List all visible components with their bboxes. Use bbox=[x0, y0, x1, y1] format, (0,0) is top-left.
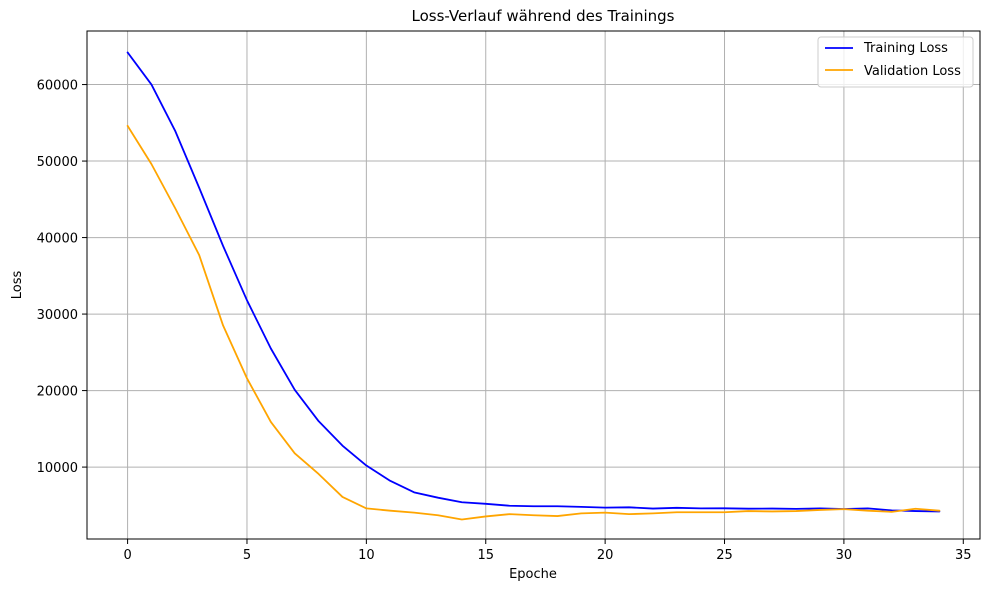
legend-box bbox=[817, 36, 974, 88]
x-tick-label: 10 bbox=[358, 548, 375, 563]
legend-label-validation: Validation Loss bbox=[864, 64, 961, 79]
y-tick-label: 20000 bbox=[37, 385, 78, 400]
ticks: 0 5 10 15 20 25 30 35 10000 20000 30000 40000 50000 6… bbox=[37, 79, 972, 563]
plot-frame bbox=[86, 30, 981, 540]
legend-label-training: Training Loss bbox=[863, 41, 948, 56]
y-tick-label: 60000 bbox=[37, 79, 78, 94]
x-tick-label: 15 bbox=[477, 548, 494, 563]
y-axis-label: Loss bbox=[10, 271, 25, 300]
x-tick-label: 20 bbox=[597, 548, 614, 563]
x-tick-label: 25 bbox=[716, 548, 733, 563]
y-tick-label: 30000 bbox=[37, 308, 78, 323]
x-axis-label: Epoche bbox=[509, 567, 557, 582]
chart-title: Loss-Verlauf während des Trainings bbox=[411, 7, 674, 25]
y-tick-label: 10000 bbox=[37, 461, 78, 476]
series-line-validation bbox=[126, 124, 941, 521]
series-lines bbox=[126, 51, 941, 521]
x-tick-label: 5 bbox=[243, 548, 251, 563]
legend: Training Loss Validation Loss bbox=[817, 36, 974, 88]
y-tick-label: 50000 bbox=[37, 155, 78, 170]
series-line-training bbox=[126, 51, 941, 513]
x-tick-label: 35 bbox=[955, 548, 972, 563]
y-tick-label: 40000 bbox=[37, 232, 78, 247]
grid bbox=[87, 31, 980, 539]
x-tick-label: 0 bbox=[123, 548, 131, 563]
x-tick-label: 30 bbox=[836, 548, 853, 563]
